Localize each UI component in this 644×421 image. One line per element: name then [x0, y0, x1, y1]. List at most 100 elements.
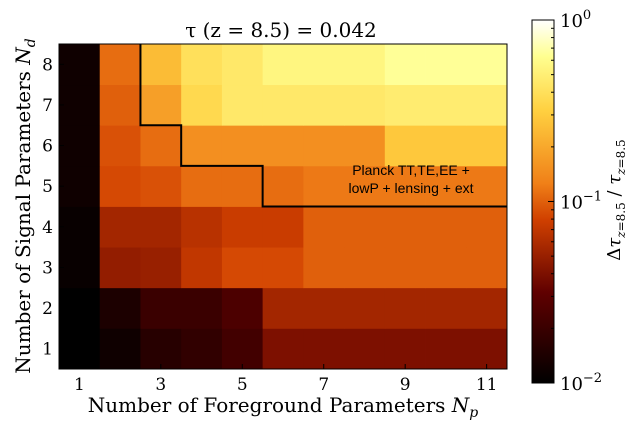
heatmap-cell [99, 84, 141, 126]
colorbar-tick-label: 10−2 [560, 371, 602, 395]
heatmap-cell [140, 328, 182, 370]
x-tick-label: 7 [318, 375, 329, 395]
x-axis-ticks: 1 3 5 7 9 11 [74, 364, 498, 395]
x-tick-label: 9 [400, 375, 411, 395]
heatmap-cell [344, 84, 386, 126]
heatmap-cell [384, 287, 426, 329]
heatmap-cell [425, 125, 467, 167]
heatmap-cell [140, 84, 182, 126]
heatmap-cell [344, 328, 386, 370]
heatmap-cell [59, 84, 101, 126]
x-tick-label: 3 [155, 375, 166, 395]
heatmap-cell [425, 247, 467, 289]
heatmap-cell [303, 125, 345, 167]
heatmap-cell [59, 44, 101, 86]
heatmap-cell [262, 247, 304, 289]
heatmap-cell [262, 125, 304, 167]
heatmap-cell [99, 44, 141, 86]
y-tick-label: 5 [42, 177, 53, 197]
heatmap-cell [181, 287, 223, 329]
heatmap-cell [384, 125, 426, 167]
heatmap-cell [99, 328, 141, 370]
heatmap-cell [59, 328, 101, 370]
heatmap-cell [384, 206, 426, 248]
y-axis-ticks: 1 2 3 4 5 6 7 8 [42, 55, 64, 360]
heatmap-cell [140, 125, 182, 167]
heatmap-cell [221, 328, 264, 370]
heatmap-cell [221, 247, 264, 289]
heatmap-cell [466, 247, 508, 289]
chart-title: τ (z = 8.5) = 0.042 [185, 18, 377, 42]
heatmap-cell [221, 165, 264, 207]
heatmap-cell [59, 247, 101, 289]
heatmap-cell [99, 165, 141, 207]
heatmap-cell [303, 328, 345, 370]
heatmap-cell [221, 206, 264, 248]
y-tick-label: 4 [42, 218, 53, 238]
heatmap-cell [425, 206, 467, 248]
heatmap-cell [344, 44, 386, 86]
heatmap-cell [262, 165, 304, 207]
heatmap-cell [425, 44, 467, 86]
heatmap-cell [140, 44, 182, 86]
heatmap-cell [59, 287, 101, 329]
heatmap-cell [303, 165, 345, 207]
heatmap-cell [262, 206, 304, 248]
y-axis-label-var: N [11, 46, 35, 66]
heatmap-cell [181, 165, 223, 207]
heatmap-cell [466, 125, 508, 167]
y-tick-label: 8 [42, 55, 53, 75]
heatmap-cell [140, 287, 182, 329]
heatmap-cell [466, 328, 508, 370]
heatmap-cell [466, 287, 508, 329]
heatmap-cell [221, 287, 264, 329]
heatmap-cell [262, 44, 304, 86]
heatmap-cell [425, 165, 467, 207]
y-tick-label: 7 [42, 96, 53, 116]
y-tick-label: 3 [42, 258, 53, 278]
heatmap-cell [99, 287, 141, 329]
heatmap-cell [344, 125, 386, 167]
x-axis-label: Number of Foreground Parameters Np [88, 393, 479, 421]
heatmap-cell [344, 247, 386, 289]
heatmap-cell [425, 328, 467, 370]
heatmap-cell [99, 206, 141, 248]
heatmap-cell [59, 206, 101, 248]
colorbar-ticks: 100 10−1 10−2 [548, 8, 602, 395]
heatmap-cell [425, 84, 467, 126]
heatmap-cell [344, 165, 386, 207]
heatmap-cell [466, 84, 508, 126]
heatmap-cell [384, 328, 426, 370]
constraint-boundary-line [139, 44, 507, 208]
heatmap-cell [384, 165, 426, 207]
heatmap-cell [344, 287, 386, 329]
colorbar-tick-label: 100 [560, 8, 591, 32]
heatmap-cell [59, 165, 101, 207]
heatmap-cell [140, 247, 182, 289]
y-axis-label-text: Number of Signal Parameters [11, 65, 35, 374]
x-tick-label: 1 [74, 375, 85, 395]
x-axis-label-sub: p [469, 405, 478, 421]
heatmap-cell [262, 328, 304, 370]
y-tick-label: 2 [42, 299, 53, 319]
y-tick-label: 1 [42, 340, 53, 360]
heatmap-cell [262, 287, 304, 329]
x-tick-label: 11 [476, 375, 498, 395]
y-tick-label: 6 [42, 137, 53, 157]
y-axis-label: Number of Signal Parameters Nd [11, 38, 39, 373]
heatmap-cell [181, 247, 223, 289]
x-axis-label-text: Number of Foreground Parameters [88, 393, 452, 417]
heatmap-cell [262, 84, 304, 126]
heatmap-cell [221, 84, 264, 126]
heatmap-cell [303, 206, 345, 248]
heatmap-cells [59, 44, 508, 370]
heatmap-cell [59, 125, 101, 167]
heatmap-cell [466, 206, 508, 248]
heatmap-cell [181, 44, 223, 86]
heatmap-cell [384, 44, 426, 86]
heatmap-cell [384, 247, 426, 289]
x-axis-label-var: N [451, 393, 471, 417]
colorbar-tick-label: 10−1 [560, 190, 602, 214]
heatmap-cell [181, 206, 223, 248]
